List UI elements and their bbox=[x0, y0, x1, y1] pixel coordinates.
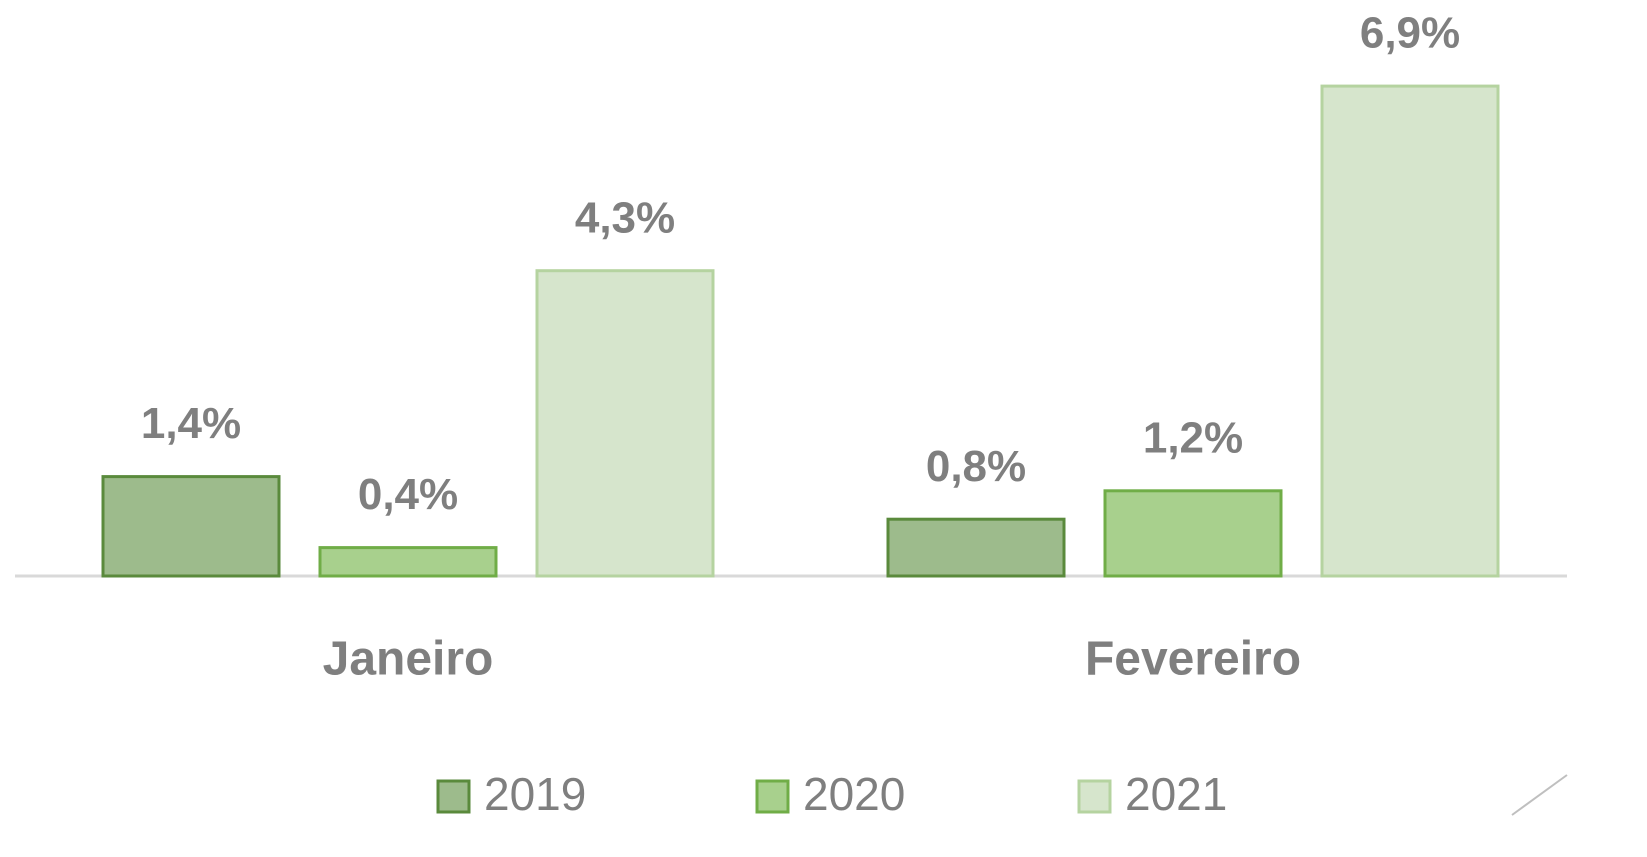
bar bbox=[318, 546, 498, 578]
x-tick-label: Fevereiro bbox=[1085, 633, 1301, 686]
data-label: 6,9% bbox=[1360, 9, 1460, 58]
data-label: 1,4% bbox=[141, 399, 241, 448]
data-label: 0,4% bbox=[358, 470, 458, 519]
bar bbox=[1103, 489, 1283, 578]
bar bbox=[101, 475, 281, 578]
bar bbox=[886, 517, 1066, 578]
legend-swatch bbox=[436, 779, 471, 814]
legend-label: 2021 bbox=[1125, 768, 1227, 820]
data-label: 0,8% bbox=[926, 442, 1026, 491]
bar bbox=[1320, 84, 1500, 578]
legend-label: 2019 bbox=[484, 768, 586, 820]
bar bbox=[535, 269, 715, 578]
legend-label: 2020 bbox=[803, 768, 905, 820]
x-tick-label: Janeiro bbox=[323, 633, 494, 686]
legend-swatch bbox=[755, 779, 790, 814]
slide-decoration bbox=[1511, 774, 1568, 816]
data-label: 4,3% bbox=[575, 193, 675, 242]
data-label: 1,2% bbox=[1143, 413, 1243, 462]
legend-swatch bbox=[1077, 779, 1112, 814]
